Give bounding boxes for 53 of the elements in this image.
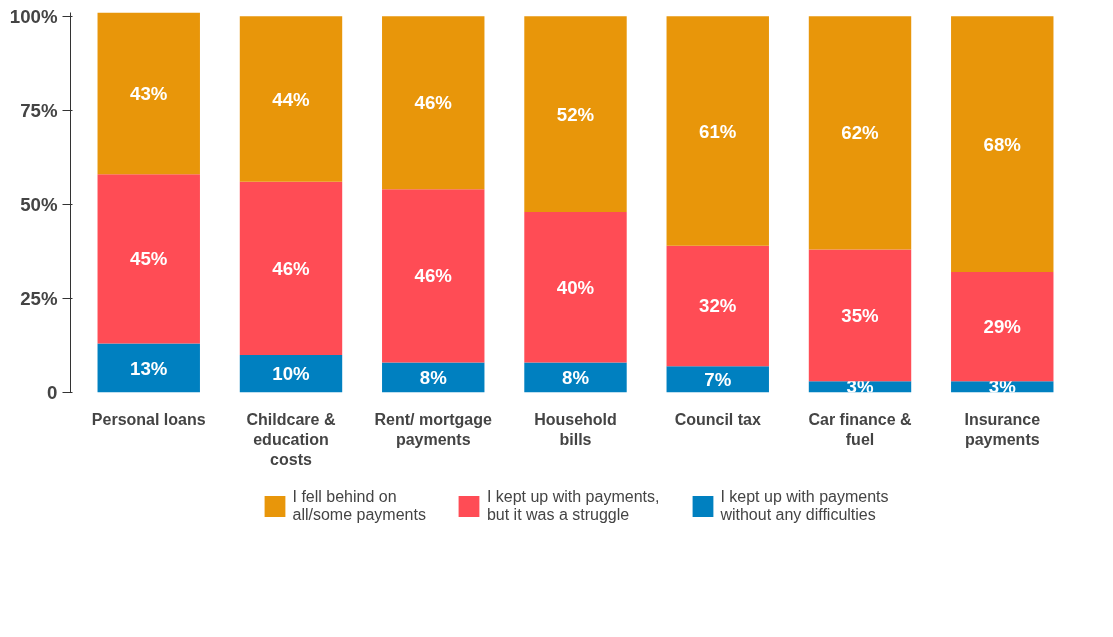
y-tick-label: 75%: [20, 99, 58, 121]
data-label: 8%: [419, 366, 448, 388]
data-label: 46%: [414, 265, 453, 287]
bar: [666, 245, 769, 367]
bar: [97, 12, 200, 175]
data-label: 7%: [704, 368, 732, 390]
x-tick-label: Childcare & education costs: [246, 410, 336, 469]
legend-label: I kept up with payments, but it was a struggle: [486, 488, 660, 524]
data-label: 32%: [699, 295, 737, 317]
data-label: 44%: [272, 88, 311, 110]
bar: [382, 362, 485, 393]
data-label: 62%: [841, 122, 880, 144]
bar: [951, 272, 1054, 382]
data-label: 45%: [130, 248, 168, 270]
bar: [808, 249, 912, 382]
data-label: 43%: [130, 82, 168, 104]
bar: [382, 189, 485, 363]
data-label: 13%: [130, 357, 168, 379]
data-label: 10%: [272, 363, 311, 385]
bar: [524, 362, 627, 393]
x-tick-label: Council tax: [674, 410, 761, 428]
y-tick-label: 50%: [20, 193, 58, 215]
data-label: 40%: [556, 276, 595, 298]
x-tick-label: Car finance & fuel: [808, 410, 913, 448]
bar: [239, 354, 343, 393]
bar: [382, 16, 485, 190]
x-tick-label: Household bills: [534, 410, 617, 448]
data-label: 61%: [699, 120, 737, 142]
bar: [951, 16, 1054, 273]
legend-label: I kept up with payments without any difficulties: [720, 488, 889, 524]
y-tick-label: 25%: [20, 287, 58, 309]
bar: [524, 211, 627, 363]
x-tick-label: Insurance payments: [964, 410, 1041, 448]
bar: [524, 16, 627, 212]
data-label: 52%: [556, 103, 595, 125]
bar: [666, 16, 769, 246]
bar: [239, 16, 343, 182]
x-tick-label: Rent/ mortgage payments: [374, 410, 493, 448]
data-label: 29%: [983, 316, 1022, 338]
y-tick-label: 100%: [9, 5, 58, 27]
data-label: 68%: [983, 133, 1022, 155]
legend-label: I fell behind on all/some payments: [292, 488, 426, 524]
data-label: 8%: [562, 366, 590, 388]
data-label: 46%: [414, 92, 453, 114]
x-tick-label: Personal loans: [91, 410, 206, 428]
bar: [97, 343, 200, 393]
y-tick-label: 0: [47, 382, 58, 403]
bar: [666, 366, 769, 393]
data-label: 35%: [841, 304, 880, 326]
bar: [808, 16, 912, 250]
bar: [239, 181, 343, 355]
data-label: 46%: [272, 257, 311, 279]
bar: [97, 174, 200, 344]
